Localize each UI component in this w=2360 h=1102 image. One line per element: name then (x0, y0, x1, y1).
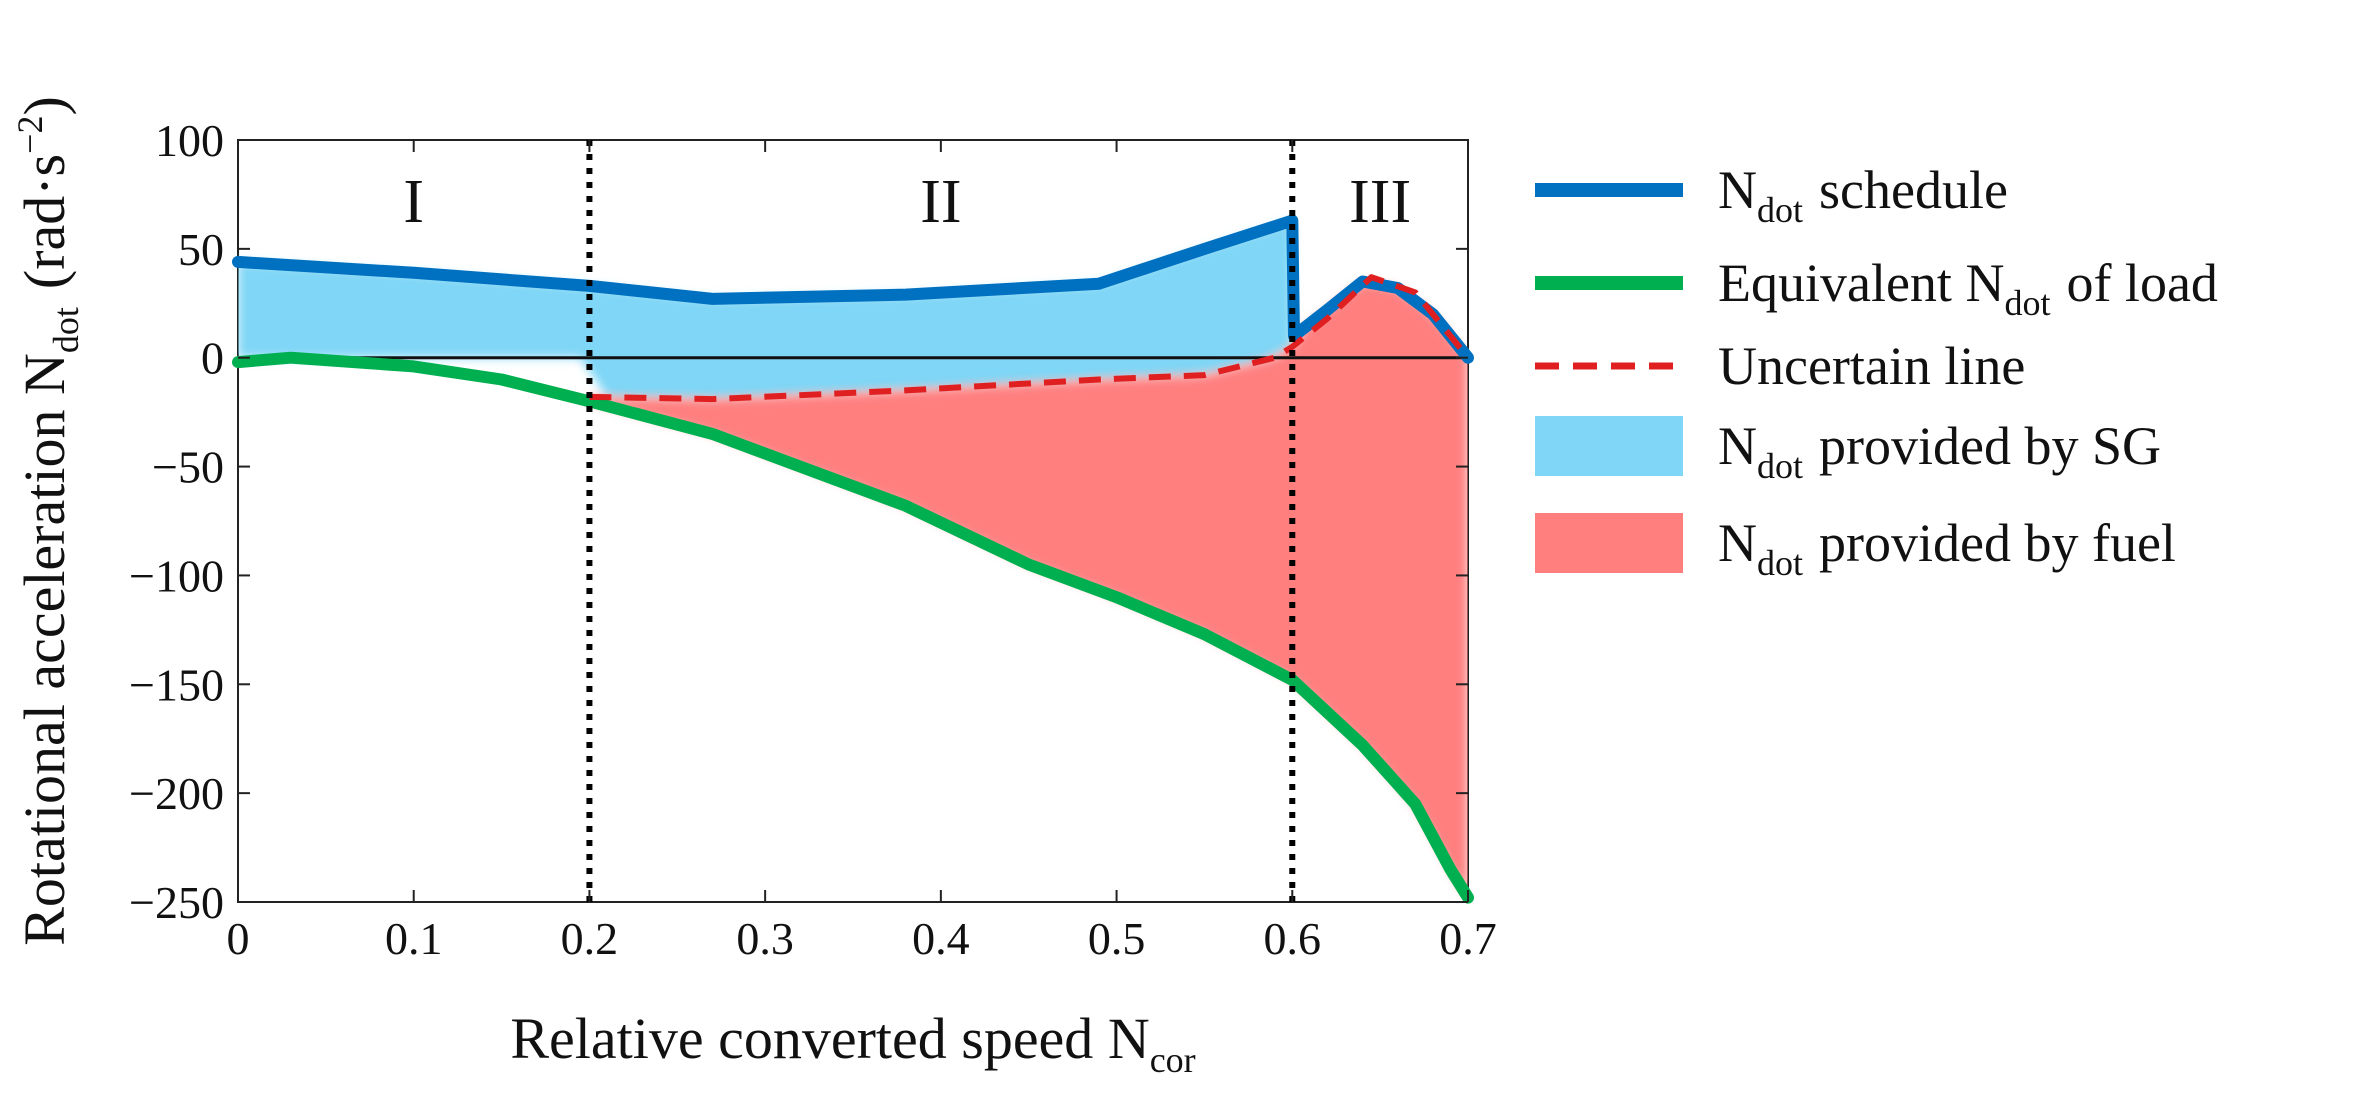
legend-label: Equivalent Ndot of load (1718, 253, 2218, 323)
x-tick-label: 0.3 (736, 913, 794, 964)
y-axis-title-subscript: dot (46, 307, 86, 353)
sg-fill-area (238, 220, 1293, 400)
y-tick-label: 100 (155, 115, 224, 166)
y-axis-title-unit-exponent: −2 (10, 116, 50, 154)
legend-label-text: Uncertain line (1718, 336, 2025, 396)
load-line (232, 351, 1474, 904)
y-tick-label: −100 (129, 550, 224, 601)
x-tick-label: 0.5 (1088, 913, 1146, 964)
fuel-fill-area (589, 282, 1468, 898)
x-axis-title: Relative converted speed Ncor (510, 1006, 1195, 1080)
y-tick-label: −50 (152, 442, 224, 493)
legend-item-1: Ndot schedule (1535, 160, 2008, 230)
region-label-2: II (920, 168, 961, 236)
y-axis-title: Rotational acceleration Ndot (rad·s−2) (10, 96, 86, 946)
legend-label-symbol: N (1718, 513, 1757, 573)
y-tick-label: 50 (178, 224, 224, 275)
legend-label-text: of load (2066, 253, 2217, 313)
legend-label-subscript: dot (2004, 283, 2050, 323)
x-tick-label: 0 (227, 913, 250, 964)
y-axis-title-text: Rotational acceleration (12, 410, 77, 946)
region-label-3: III (1349, 168, 1411, 236)
legend-item-3: Uncertain line (1535, 336, 2025, 396)
legend-label-text: provided by SG (1819, 416, 2161, 476)
legend-label-text: schedule (1819, 160, 2008, 220)
legend-label-text: Equivalent (1718, 253, 1965, 313)
legend-swatch (1535, 416, 1683, 476)
y-axis-title-symbol: N (12, 353, 77, 395)
legend-label: Uncertain line (1718, 336, 2025, 396)
legend-item-2: Equivalent Ndot of load (1535, 253, 2218, 323)
y-tick-label: −150 (129, 659, 224, 710)
x-tick-label: 0.1 (385, 913, 443, 964)
region-labels: I II III (403, 168, 1411, 236)
x-tick-label: 0.4 (912, 913, 970, 964)
line-layer (232, 214, 1474, 904)
legend: Ndot schedule Equivalent Ndot of load Uncert… (1535, 160, 2218, 583)
legend-item-4: Ndot provided by SG (1535, 416, 2161, 486)
x-tick-label: 0.2 (561, 913, 619, 964)
legend-label: Ndot provided by fuel (1718, 513, 2176, 583)
x-axis: 0 0.1 0.2 0.3 0.4 0.5 0.6 0.7 (227, 140, 1497, 964)
x-axis-title-subscript: cor (1150, 1040, 1196, 1080)
x-axis-title-text: Relative converted speed (510, 1006, 1093, 1071)
legend-label-symbol: N (1965, 253, 2004, 313)
x-tick-label: 0.7 (1439, 913, 1497, 964)
x-axis-title-symbol: N (1108, 1006, 1150, 1071)
y-axis-title-unit-close: ) (12, 96, 77, 115)
legend-label-text: provided by fuel (1819, 513, 2176, 573)
uncertain-line (589, 274, 1471, 403)
legend-swatch (1535, 513, 1683, 573)
schedule-line (232, 214, 1474, 364)
y-axis: 100 50 0 −50 −100 −150 −200 −250 (129, 115, 1468, 928)
legend-label: Ndot schedule (1718, 160, 2008, 230)
y-tick-label: 0 (201, 333, 224, 384)
legend-label-subscript: dot (1757, 190, 1803, 230)
plot-area: I II III (232, 139, 1474, 904)
legend-label-subscript: dot (1757, 543, 1803, 583)
y-axis-title-unit: (rad·s (12, 154, 77, 289)
legend-item-5: Ndot provided by fuel (1535, 513, 2176, 583)
region-dividers (586, 140, 1296, 902)
y-tick-label: −200 (129, 768, 224, 819)
region-label-1: I (403, 168, 424, 236)
x-tick-label: 0.6 (1264, 913, 1322, 964)
fill-layer (238, 220, 1468, 898)
legend-label-subscript: dot (1757, 446, 1803, 486)
legend-label-symbol: N (1718, 416, 1757, 476)
legend-label: Ndot provided by SG (1718, 416, 2161, 486)
legend-label-symbol: N (1718, 160, 1757, 220)
y-tick-label: −250 (129, 877, 224, 928)
